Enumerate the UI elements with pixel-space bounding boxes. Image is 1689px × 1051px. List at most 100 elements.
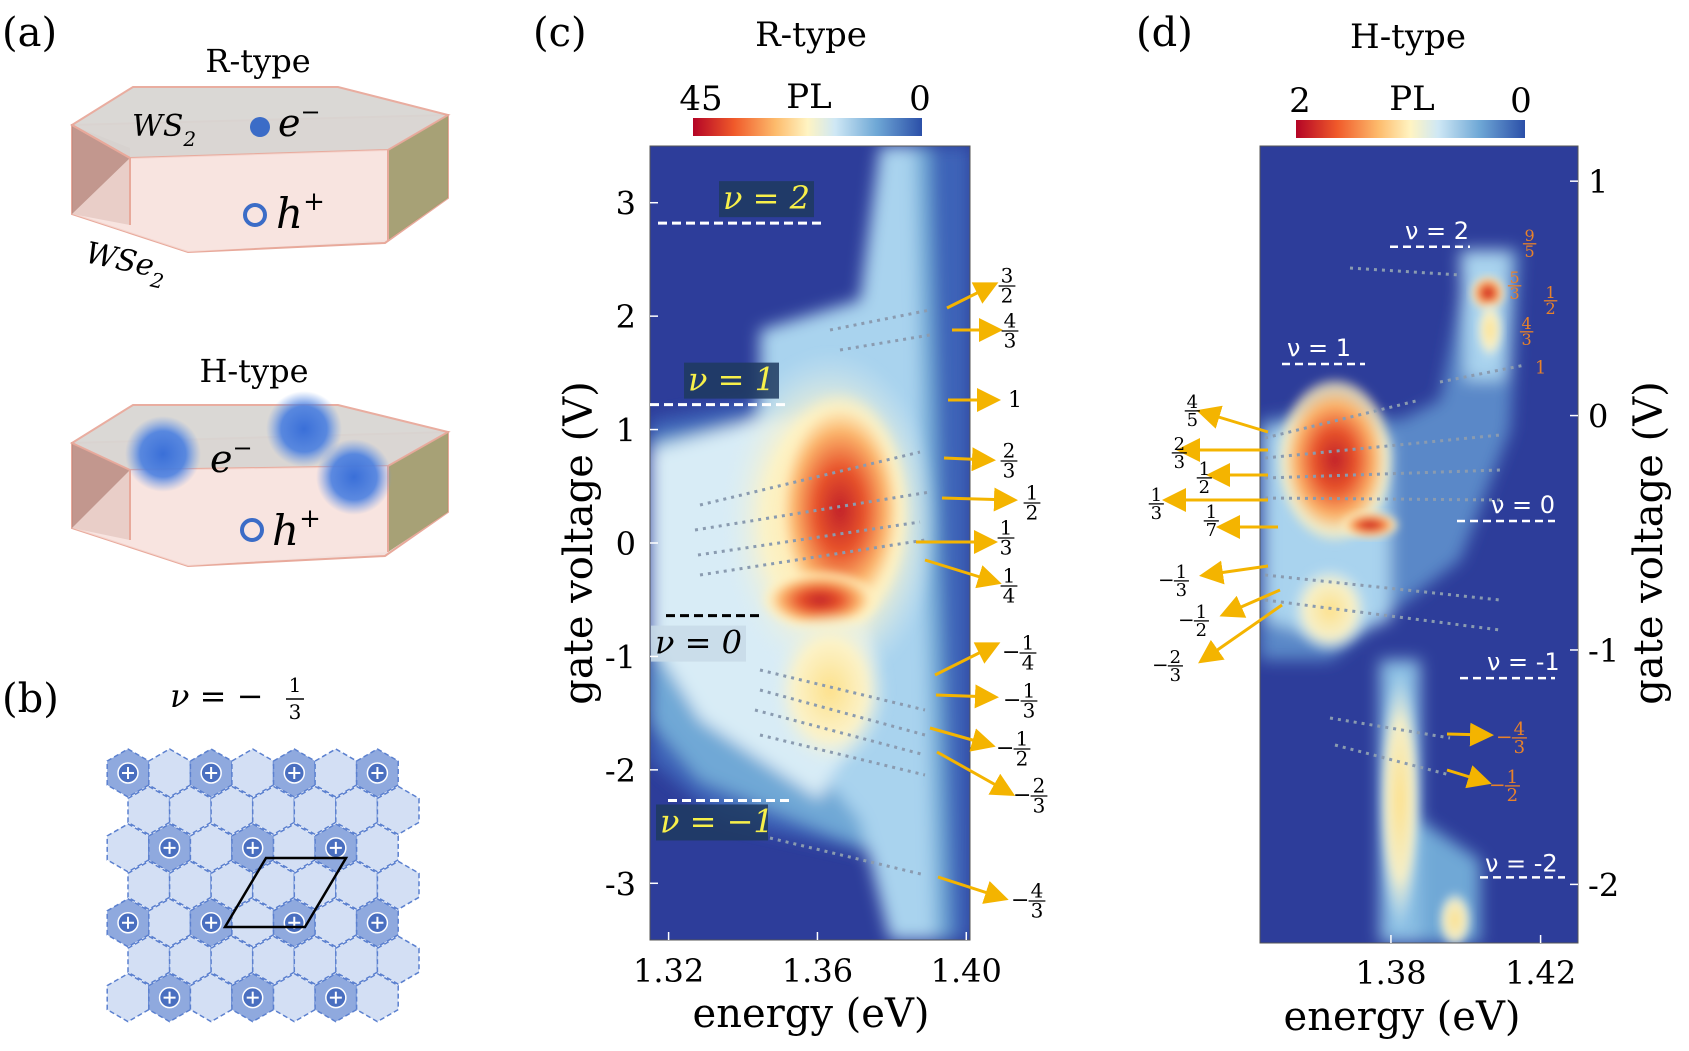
d-fraction-right-num: 1 bbox=[1546, 283, 1556, 302]
c-filling-label-bg bbox=[651, 625, 746, 662]
d-filling-line: ν = -1 bbox=[1460, 648, 1560, 680]
c-fraction: −12 bbox=[996, 727, 1031, 771]
c-filling-line: ν = 2 bbox=[658, 179, 822, 225]
panel-label-d: (d) bbox=[1136, 10, 1193, 56]
d-fraction-right-sign: − bbox=[1489, 773, 1506, 796]
c-fraction: 12 bbox=[1023, 481, 1041, 525]
c-ytick-label: -1 bbox=[605, 638, 636, 676]
d-fraction-left-den: 3 bbox=[1151, 503, 1162, 524]
c-fraction-den: 3 bbox=[1004, 329, 1017, 353]
c-colorbar-label: PL bbox=[786, 77, 831, 117]
c-fraction-arrow bbox=[937, 875, 1009, 904]
c-fraction-num: 2 bbox=[1003, 439, 1016, 463]
c-filling-label: ν = 1 bbox=[688, 361, 775, 399]
c-fraction-den: 3 bbox=[1033, 794, 1046, 818]
lattice-site bbox=[376, 785, 420, 836]
c-ylabel: gate voltage (V) bbox=[556, 381, 602, 704]
c-fraction-den: 3 bbox=[1003, 459, 1016, 483]
c-fraction-arrow bbox=[936, 750, 1016, 796]
lattice-site bbox=[376, 860, 420, 911]
d-fraction-left-sign: − bbox=[1152, 653, 1169, 676]
d-axes: 1 0 -1 -2 1.38 1.42 bbox=[1355, 163, 1619, 992]
d-colorbar-min: 0 bbox=[1510, 81, 1532, 121]
d-fraction-right-value: 1 bbox=[1535, 359, 1546, 379]
d-fraction-left-den: 7 bbox=[1206, 520, 1217, 541]
c-fraction-den: 2 bbox=[1026, 501, 1039, 525]
d-dotted-lines bbox=[1264, 266, 1526, 777]
d-fraction-right-num: 1 bbox=[1507, 767, 1518, 788]
electron-cloud-2 bbox=[266, 391, 342, 467]
c-xtick-label: 1.32 bbox=[633, 952, 704, 990]
c-fraction: 43 bbox=[1001, 309, 1019, 353]
c-fraction-num: 2 bbox=[1033, 774, 1046, 798]
lattice-site bbox=[376, 935, 420, 986]
d-fraction-left-num: 4 bbox=[1187, 392, 1198, 413]
c-xlabel: energy (eV) bbox=[693, 991, 930, 1037]
d-fraction-right-num: 5 bbox=[1510, 268, 1520, 287]
panel-b: ν = − 1 3 bbox=[106, 673, 420, 1023]
d-filling-label: ν = -2 bbox=[1485, 849, 1558, 877]
electron-label-h: e− bbox=[210, 434, 253, 481]
d-filling-label: ν = 2 bbox=[1405, 217, 1469, 245]
d-fraction-left-num: 1 bbox=[1196, 602, 1207, 623]
d-fraction-left-num: 1 bbox=[1206, 502, 1217, 523]
c-ytick-label: 3 bbox=[616, 185, 636, 223]
c-fraction-den: 3 bbox=[1031, 899, 1044, 923]
h-type-prism: e− h+ bbox=[69, 391, 451, 568]
c-fraction-num: 4 bbox=[1031, 879, 1044, 903]
d-fraction-right: 1 bbox=[1535, 359, 1546, 379]
d-fraction-right-den: 5 bbox=[1525, 242, 1535, 261]
d-fraction-left-den: 3 bbox=[1174, 452, 1185, 473]
d-ytick-label: 0 bbox=[1588, 398, 1608, 436]
d-fraction-right-den: 3 bbox=[1510, 284, 1520, 303]
panel-label-b: (b) bbox=[2, 676, 59, 722]
c-fraction: 23 bbox=[1000, 439, 1018, 483]
c-fraction-num: 1 bbox=[1003, 564, 1016, 588]
c-fraction: 14 bbox=[1000, 564, 1018, 608]
panel-d: H-type 2 PL 0 bbox=[1148, 17, 1672, 1040]
c-filling-line: ν = 1 bbox=[650, 361, 790, 407]
d-fraction-left: −13 bbox=[1158, 562, 1189, 601]
d-filling-line: ν = 0 bbox=[1457, 491, 1555, 523]
c-fraction-num: 1 bbox=[1023, 679, 1036, 703]
filling-b-label: ν = − 1 3 bbox=[170, 673, 304, 724]
c-colorbar-min: 0 bbox=[909, 79, 931, 119]
c-fraction-num: 4 bbox=[1004, 309, 1017, 333]
r-type-title: R-type bbox=[205, 42, 310, 80]
c-fraction-arrow bbox=[941, 487, 1018, 512]
d-frame bbox=[1259, 145, 1579, 944]
d-fraction-left-num: 2 bbox=[1174, 434, 1185, 455]
ws2-label: WS2 bbox=[132, 109, 196, 151]
d-fraction-arrow bbox=[1198, 603, 1283, 664]
c-filling-line: ν = 0 bbox=[651, 614, 760, 662]
c-axes: 3 2 1 0 -1 -2 -3 1.32 1.36 1.40 bbox=[605, 185, 1002, 990]
d-filling-line: ν = 2 bbox=[1390, 217, 1470, 249]
lattice-site bbox=[106, 972, 150, 1023]
c-ytick-label: 1 bbox=[616, 412, 636, 450]
h-type-title: H-type bbox=[199, 352, 308, 390]
d-fraction-left-num: 1 bbox=[1176, 562, 1187, 583]
r-type-prism: e− h+ WS2 WSe2 bbox=[70, 86, 451, 294]
panel-c: R-type 45 PL 0 bbox=[556, 15, 1048, 1037]
lattice-site bbox=[355, 972, 399, 1023]
electron-cloud-1 bbox=[125, 416, 201, 492]
c-fraction: 1 bbox=[1008, 388, 1022, 413]
c-title: R-type bbox=[755, 15, 867, 55]
c-filling-label: ν = 0 bbox=[655, 624, 742, 662]
d-heatmap bbox=[1260, 146, 1578, 943]
d-ylabel: gate voltage (V) bbox=[1626, 381, 1672, 704]
c-fraction-sign: − bbox=[1002, 640, 1020, 665]
c-filling-label-bg bbox=[656, 804, 768, 841]
c-filling-label: ν = −1 bbox=[660, 802, 774, 840]
d-fraction-left-den: 2 bbox=[1196, 620, 1207, 641]
c-filling-label-bg bbox=[719, 181, 814, 218]
c-fraction-sign: − bbox=[1003, 688, 1021, 713]
c-xtick-label: 1.40 bbox=[931, 952, 1002, 990]
d-fraction-right-num: 4 bbox=[1514, 719, 1525, 740]
panel-label-a: (a) bbox=[2, 10, 57, 56]
c-fraction-den: 2 bbox=[1001, 284, 1014, 308]
electron-cloud-3 bbox=[316, 439, 392, 515]
hole-label: h+ bbox=[276, 187, 325, 238]
d-fraction-left-sign: − bbox=[1158, 568, 1175, 591]
